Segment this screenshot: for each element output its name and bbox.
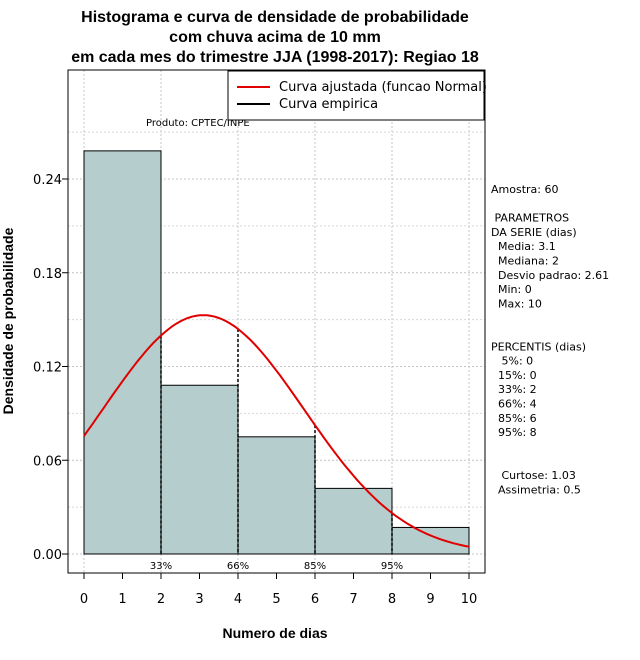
stat-line-17: 95%: 8 xyxy=(491,426,537,439)
x-tick-label-6: 6 xyxy=(311,592,319,607)
fitted-normal-curve xyxy=(83,314,470,548)
y-tick-label-0: 0.00 xyxy=(33,548,62,563)
title-line-3: em cada mes do trimestre JJA (1998-2017)… xyxy=(71,49,479,66)
stat-line-21: Assimetria: 0.5 xyxy=(491,483,581,496)
y-axis-title: Densidade de probabilidade xyxy=(0,227,16,414)
histogram-bar-4 xyxy=(314,487,393,555)
stat-line-15: 66%: 4 xyxy=(491,398,537,411)
stat-line-20: Curtose: 1.03 xyxy=(491,469,576,482)
stat-line-0: Amostra: 60 xyxy=(491,183,558,196)
y-tick-label-3: 0.18 xyxy=(33,267,62,282)
y-tick-label-2: 0.12 xyxy=(33,361,62,376)
x-axis: 0 1 2 3 4 5 6 7 8 9 10 xyxy=(80,572,478,607)
legend-box xyxy=(227,70,485,121)
stat-line-11: PERCENTIS (dias) xyxy=(491,340,586,353)
title-line-2: com chuva acima de 10 mm xyxy=(169,29,381,46)
stat-line-13: 15%: 0 xyxy=(491,369,537,382)
y-tick-label-4: 0.24 xyxy=(33,173,62,188)
x-tick-label-8: 8 xyxy=(388,592,396,607)
stat-line-5: Mediana: 2 xyxy=(491,255,559,268)
percentile-label-1: 33% xyxy=(150,561,172,572)
x-tick-label-3: 3 xyxy=(195,592,203,607)
x-tick-label-9: 9 xyxy=(426,592,434,607)
x-tick-label-0: 0 xyxy=(80,592,88,607)
percentile-label-2: 66% xyxy=(227,561,249,572)
x-tick-label-7: 7 xyxy=(349,592,357,607)
legend: Curva ajustada (funcao Normal) Curva emp… xyxy=(227,70,487,121)
chart-title: Histograma e curva de densidade de proba… xyxy=(71,9,479,66)
y-axis: 0.00 0.06 0.12 0.18 0.24 xyxy=(33,173,69,563)
histogram-bar-3 xyxy=(237,436,316,555)
title-line-1: Histograma e curva de densidade de proba… xyxy=(81,9,469,26)
histogram-bar-2 xyxy=(160,384,239,555)
x-tick-label-1: 1 xyxy=(118,592,126,607)
y-tick-label-1: 0.06 xyxy=(33,454,62,469)
x-axis-title: Numero de dias xyxy=(222,625,327,641)
stat-line-12: 5%: 0 xyxy=(491,355,533,368)
stat-line-14: 33%: 2 xyxy=(491,383,537,396)
product-label: Produto: CPTEC/INPE xyxy=(146,118,250,129)
stat-line-3: DA SERIE (dias) xyxy=(491,226,577,239)
fitted-curve xyxy=(83,314,470,548)
legend-empirical-label: Curva empirica xyxy=(279,97,378,112)
percentile-lines: 33% 66% 85% 95% xyxy=(150,328,403,572)
x-tick-label-2: 2 xyxy=(157,592,165,607)
stat-line-2: PARAMETROS xyxy=(491,212,569,225)
stat-line-16: 85%: 6 xyxy=(491,412,537,425)
stat-line-6: Desvio padrao: 2.61 xyxy=(491,269,609,282)
stat-line-8: Max: 10 xyxy=(491,297,542,310)
histogram-bar-1 xyxy=(83,150,162,555)
histogram-bar-5 xyxy=(391,526,470,555)
percentile-label-4: 95% xyxy=(381,561,403,572)
stat-line-4: Media: 3.1 xyxy=(491,240,556,253)
histogram-bars xyxy=(83,150,470,555)
stat-line-7: Min: 0 xyxy=(491,283,532,296)
x-tick-label-4: 4 xyxy=(234,592,242,607)
x-tick-label-10: 10 xyxy=(461,592,478,607)
legend-fitted-label: Curva ajustada (funcao Normal) xyxy=(279,80,487,95)
percentile-label-3: 85% xyxy=(304,561,326,572)
x-tick-label-5: 5 xyxy=(272,592,280,607)
